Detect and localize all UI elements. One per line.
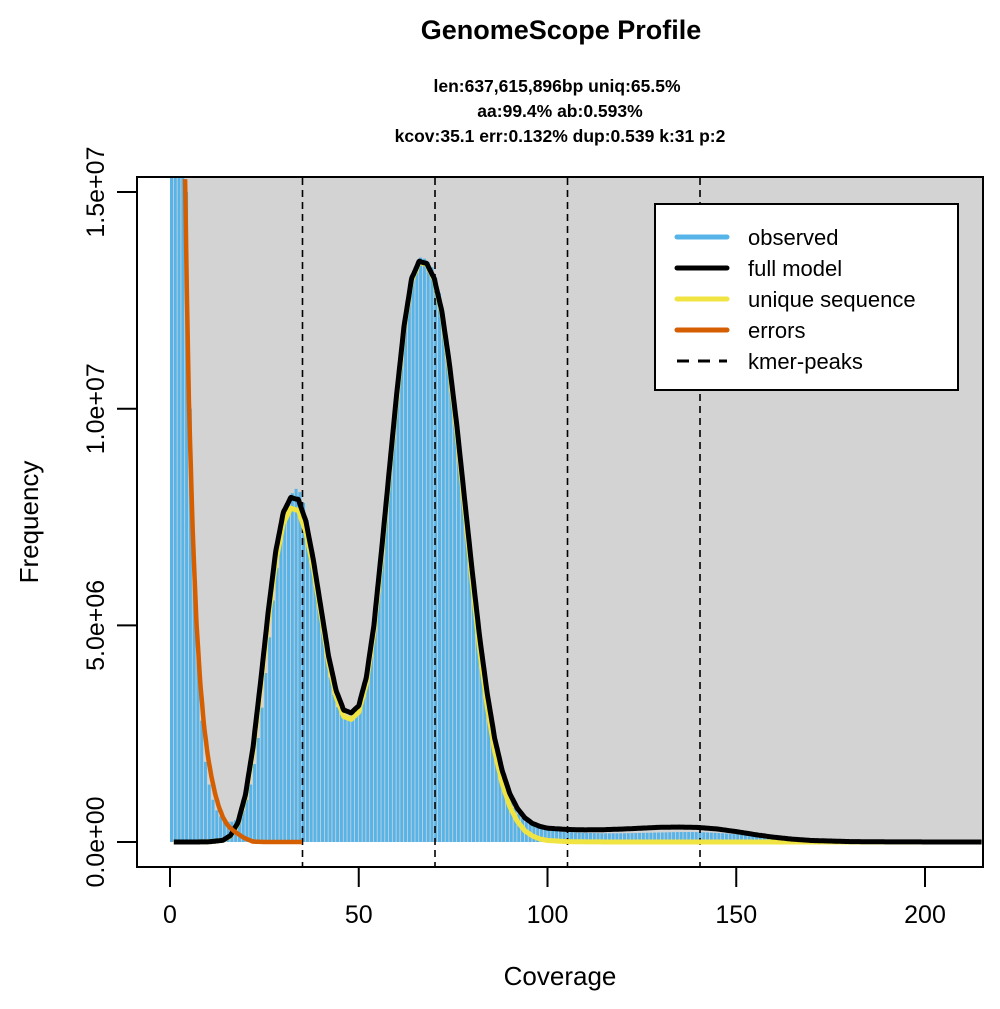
subtitle-line-2: aa:99.4% ab:0.593% — [477, 101, 643, 121]
plot-frame — [136, 176, 984, 868]
y-tick-label: 0.0e+00 — [82, 796, 110, 887]
legend-label: observed — [748, 225, 839, 250]
x-tick-label: 100 — [527, 901, 569, 929]
y-axis: 0.0e+00 5.0e+06 1.0e+07 1.5e+07 — [82, 147, 137, 888]
full-model-curve — [173, 258, 983, 845]
legend-label: errors — [748, 318, 805, 343]
x-tick-label: 150 — [715, 901, 757, 929]
y-axis-label: Frequency — [14, 461, 44, 584]
y-tick-label: 1.5e+07 — [82, 147, 110, 238]
observed-histogram — [170, 178, 981, 843]
x-tick-label: 50 — [345, 901, 373, 929]
subtitle-line-1: len:637,615,896bp uniq:65.5% — [433, 76, 680, 96]
x-tick-label: 200 — [904, 901, 946, 929]
legend-label: kmer-peaks — [748, 349, 863, 374]
legend-label: unique sequence — [748, 287, 916, 312]
x-tick-label: 0 — [163, 901, 177, 929]
errors-curve — [182, 179, 303, 845]
legend: observed full model unique sequence errors k… — [654, 203, 959, 391]
legend-label: full model — [748, 256, 842, 281]
subtitle-line-3: kcov:35.1 err:0.132% dup:0.539 k:31 p:2 — [395, 126, 726, 146]
y-tick-label: 1.0e+07 — [82, 363, 110, 454]
chart-title: GenomeScope Profile — [421, 15, 702, 45]
x-axis-label: Coverage — [504, 961, 617, 991]
x-axis: 0 50 100 150 200 — [163, 867, 946, 929]
y-tick-label: 5.0e+06 — [82, 580, 110, 671]
